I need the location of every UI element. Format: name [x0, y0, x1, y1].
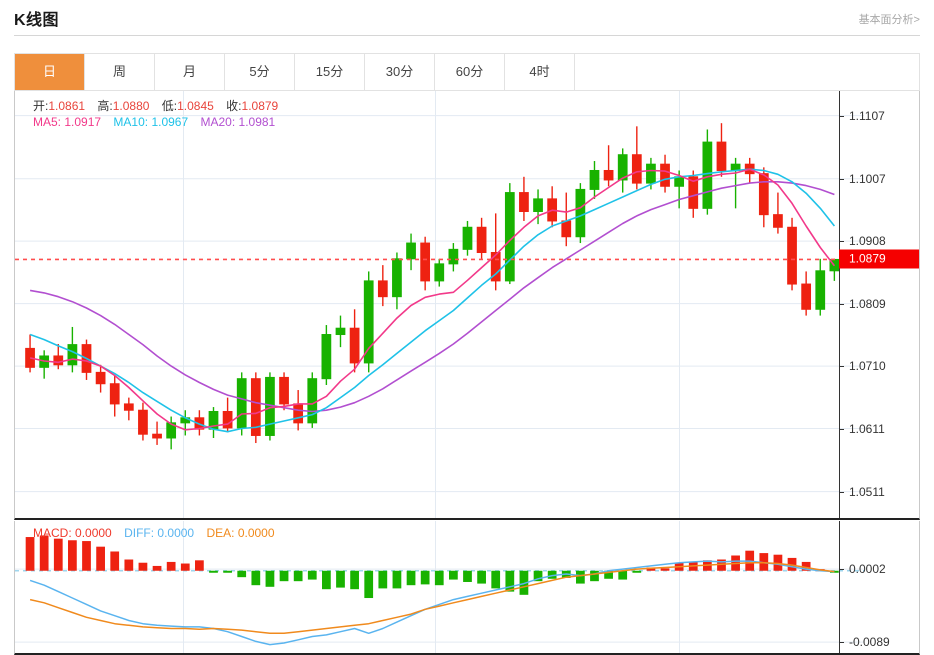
tab-3[interactable]: 5分 [225, 54, 295, 90]
tabbar-filler [575, 54, 919, 90]
macd-plot [15, 521, 864, 653]
open-value: 1.0861 [48, 99, 86, 113]
tab-4[interactable]: 15分 [295, 54, 365, 90]
macd-legend: MACD: 0.0000 DIFF: 0.0000 DEA: 0.0000 [33, 526, 275, 540]
ma20-label: MA20: [200, 115, 236, 129]
macd-value: 0.0000 [75, 526, 112, 540]
low-value: 1.0845 [177, 99, 214, 113]
ohlc-legend: 开:1.0861 高:1.0880 低:1.0845 收:1.0879 [33, 97, 278, 114]
close-value: 1.0879 [241, 99, 279, 113]
ma5-label: MA5: [33, 115, 62, 129]
ma20-value: 1.0981 [238, 115, 276, 129]
tab-0[interactable]: 日 [15, 54, 85, 90]
high-value: 1.0880 [112, 99, 150, 113]
page-title: K线图 [14, 12, 60, 29]
close-label: 收: [226, 99, 242, 113]
price-chart-panel[interactable]: 开:1.0861 高:1.0880 低:1.0845 收:1.0879 MA5:… [14, 91, 920, 520]
tab-5[interactable]: 30分 [365, 54, 435, 90]
macd-chart-panel[interactable]: MACD: 0.0000 DIFF: 0.0000 DEA: 0.0000 0.… [14, 521, 920, 655]
candlestick-plot [15, 91, 864, 518]
ma5-value: 1.0917 [64, 115, 102, 129]
diff-value: 0.0000 [157, 526, 195, 540]
macd-label: MACD: [33, 526, 72, 540]
ma-legend: MA5: 1.0917 MA10: 1.0967 MA20: 1.0981 [33, 115, 275, 129]
timeframe-tabbar: 日周月 5分 15分 30分 60分 4时 [14, 53, 920, 91]
fundamental-analysis-link[interactable]: 基本面分析> [858, 14, 920, 26]
high-label: 高: [97, 99, 113, 113]
dea-value: 0.0000 [237, 526, 275, 540]
diff-label: DIFF: [124, 526, 155, 540]
tab-2[interactable]: 月 [155, 54, 225, 90]
open-label: 开: [33, 99, 49, 113]
tab-7[interactable]: 4时 [505, 54, 575, 90]
low-label: 低: [161, 99, 178, 113]
tab-1[interactable]: 周 [85, 54, 155, 90]
ma10-label: MA10: [113, 115, 149, 129]
dea-label: DEA: [206, 526, 235, 540]
ma10-value: 1.0967 [151, 115, 189, 129]
tab-6[interactable]: 60分 [435, 54, 505, 90]
header-divider [14, 35, 920, 36]
header: K线图 基本面分析> [0, 0, 934, 36]
